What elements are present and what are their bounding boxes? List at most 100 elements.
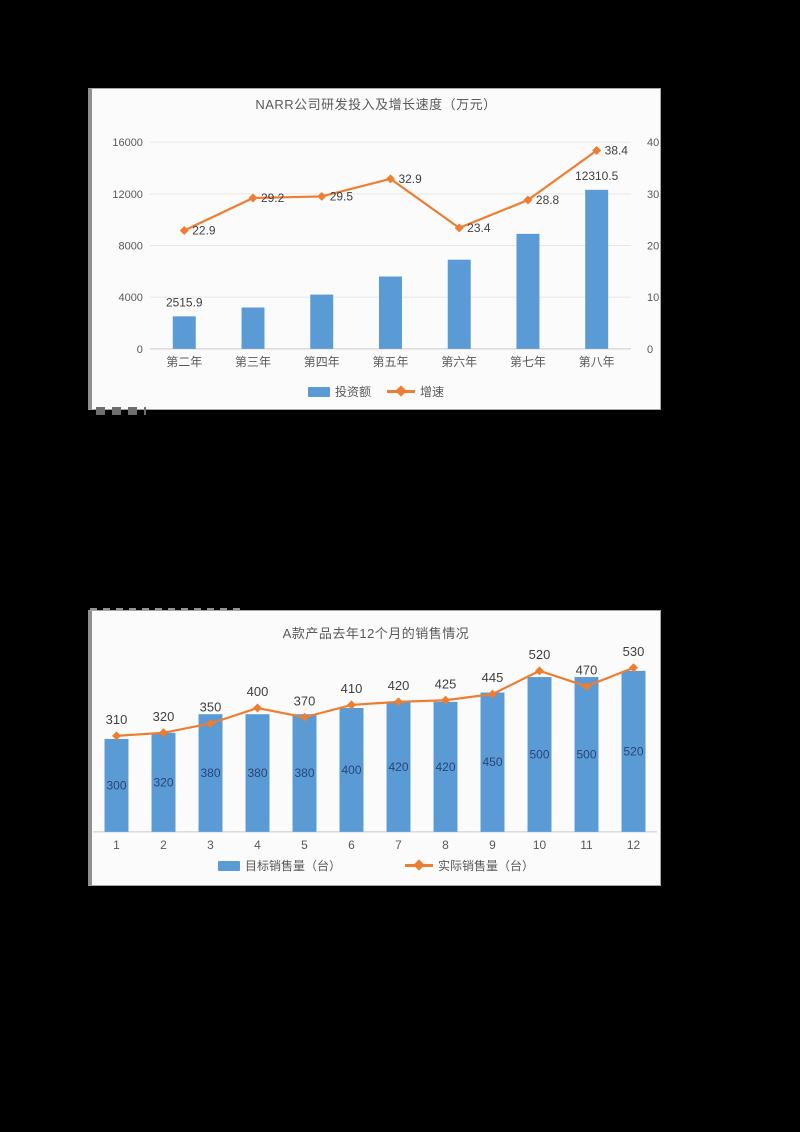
line-series: [183, 149, 598, 232]
sales-chart-legend: 目标销售量（台） 实际销售量（台）: [92, 857, 660, 874]
bar: [151, 732, 176, 832]
line-marker: [582, 681, 591, 691]
line-value-label: 350: [200, 700, 222, 715]
line-value-label: 29.5: [330, 189, 354, 203]
y-axis-tick: 0: [137, 344, 143, 356]
bar-value-label: 300: [107, 778, 127, 792]
line-marker: [441, 695, 450, 705]
rd-chart-canvas: 0 4000 8000 12000 16000 0 10 20 30 40 2515.9 12310.…: [112, 137, 659, 369]
rd-chart-title: NARR公司研发投入及增长速度（万元）: [255, 97, 497, 112]
line-marker: [248, 193, 258, 203]
x-axis-label: 1: [113, 838, 120, 852]
rd-chart-legend: 投资额 增速: [92, 383, 660, 400]
bar: [433, 701, 458, 832]
legend-item-investment: 投资额: [307, 383, 371, 400]
bar-value-label: 320: [154, 775, 174, 789]
line-value-label: 425: [435, 676, 457, 691]
line-value-label: 310: [106, 712, 128, 727]
bar-value-label: 2515.9: [166, 295, 203, 309]
x-axis-label: 9: [489, 838, 496, 852]
line-series-swatch: [405, 864, 433, 867]
clipped-text-fragment-top: [96, 407, 146, 415]
y2-axis-tick: 10: [647, 292, 659, 304]
y2-axis-tick: 30: [647, 189, 659, 201]
x-axis-label: 2: [160, 838, 167, 852]
legend-item-growth: 增速: [387, 383, 444, 400]
line-marker: [535, 666, 544, 676]
line-value-label: 410: [341, 681, 363, 696]
bar: [386, 701, 411, 832]
bar-value-label: 400: [342, 763, 362, 777]
x-axis-label: 6: [348, 838, 355, 852]
line-series: [116, 666, 634, 737]
line-marker: [253, 703, 262, 713]
bar-value-label: 380: [295, 766, 315, 780]
line-value-label: 445: [482, 670, 504, 685]
line-value-label: 400: [247, 684, 269, 699]
bar: [447, 259, 471, 349]
line-value-label: 32.9: [398, 172, 422, 186]
line-marker: [592, 145, 602, 155]
bar-value-label: 380: [248, 766, 268, 780]
legend-label: 增速: [420, 385, 445, 399]
line-marker: [179, 226, 189, 236]
line-value-label: 22.9: [192, 224, 216, 238]
bar-value-label: 520: [624, 744, 644, 758]
x-axis-label: 第八年: [579, 355, 615, 369]
y-axis-tick: 16000: [112, 137, 143, 149]
bar-value-label: 450: [483, 755, 503, 769]
x-axis-label: 第二年: [166, 355, 202, 369]
y-axis-tick: 8000: [119, 240, 143, 252]
bar-value-label: 420: [389, 760, 409, 774]
bar: [172, 316, 196, 349]
line-marker: [523, 195, 533, 205]
x-axis-label: 12: [627, 838, 641, 852]
sales-chart-panel: A款产品去年12个月的销售情况 300 320 380 380 380 400 420 420…: [88, 610, 661, 886]
legend-item-actual-sales: 实际销售量（台）: [405, 857, 534, 874]
line-value-label: 38.4: [605, 143, 629, 157]
line-marker: [159, 728, 168, 738]
line-marker: [454, 223, 464, 233]
rd-chart-panel: NARR公司研发投入及增长速度（万元） 0 4000 8000 12000 16000 0…: [88, 88, 661, 410]
bar-series-swatch: [307, 386, 330, 397]
x-axis-label: 5: [301, 838, 308, 852]
bar: [527, 677, 552, 832]
bar: [241, 307, 265, 349]
bar: [339, 708, 364, 832]
x-axis-label: 8: [442, 838, 449, 852]
bar: [621, 670, 646, 832]
line-value-label: 28.8: [536, 193, 560, 207]
line-value-label: 530: [623, 644, 645, 659]
line-series-swatch: [387, 390, 415, 393]
bar: [104, 738, 129, 832]
line-marker: [347, 700, 356, 710]
bar-value-label: 500: [530, 747, 550, 761]
bar: [378, 276, 402, 349]
x-axis-label: 3: [207, 838, 214, 852]
bar-value-label: 500: [577, 747, 597, 761]
bar: [310, 294, 334, 349]
y2-axis-tick: 40: [647, 137, 659, 149]
bar: [516, 233, 540, 349]
legend-label: 目标销售量（台）: [244, 859, 341, 873]
line-marker: [317, 191, 327, 201]
x-axis-label: 11: [580, 838, 593, 852]
x-axis-label: 第七年: [510, 355, 546, 369]
y2-axis-tick: 20: [647, 240, 659, 252]
bar: [480, 692, 505, 832]
legend-label: 实际销售量（台）: [438, 859, 535, 873]
bar: [585, 189, 609, 349]
line-value-label: 320: [153, 709, 175, 724]
legend-item-target-sales: 目标销售量（台）: [217, 857, 341, 874]
bar: [245, 714, 270, 832]
x-axis-label: 4: [254, 838, 261, 852]
bar-value-label: 12310.5: [575, 169, 619, 183]
line-value-label: 420: [388, 678, 410, 693]
x-axis-label: 7: [395, 838, 402, 852]
x-axis-label: 10: [533, 838, 547, 852]
legend-label: 投资额: [334, 385, 371, 399]
x-axis-label: 第四年: [304, 355, 340, 369]
x-axis-label: 第五年: [373, 355, 409, 369]
bar: [574, 677, 599, 832]
x-axis-label: 第六年: [441, 355, 477, 369]
